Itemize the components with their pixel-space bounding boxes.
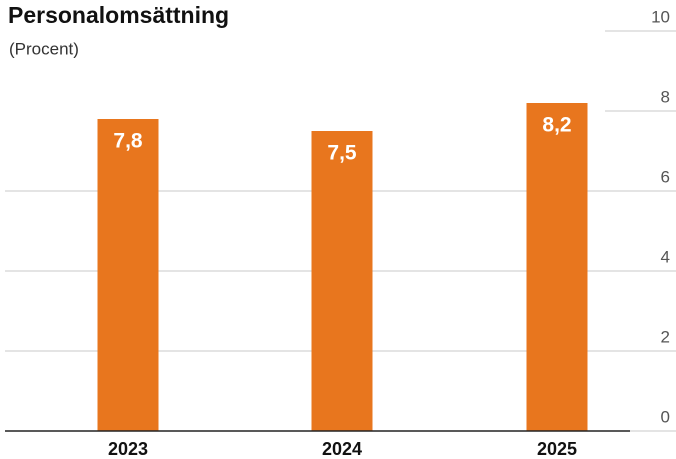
bar <box>97 119 159 431</box>
value-label: 8,2 <box>542 114 571 137</box>
y-tick-label: 2 <box>661 327 670 346</box>
y-tick-label: 6 <box>661 167 670 186</box>
x-tick-label: 2023 <box>108 439 148 459</box>
bar <box>526 103 588 431</box>
chart-title: Personalomsättning <box>8 2 229 28</box>
y-tick-label: 0 <box>661 407 670 426</box>
x-tick-label: 2024 <box>322 439 362 459</box>
y-tick-label: 8 <box>661 87 670 106</box>
bar <box>311 131 373 431</box>
value-label: 7,8 <box>113 130 143 153</box>
y-tick-label: 10 <box>651 7 670 26</box>
value-label: 7,5 <box>327 142 357 165</box>
y-tick-label: 4 <box>661 247 670 266</box>
chart-subtitle: (Procent) <box>9 39 79 58</box>
x-tick-label: 2025 <box>537 439 577 459</box>
